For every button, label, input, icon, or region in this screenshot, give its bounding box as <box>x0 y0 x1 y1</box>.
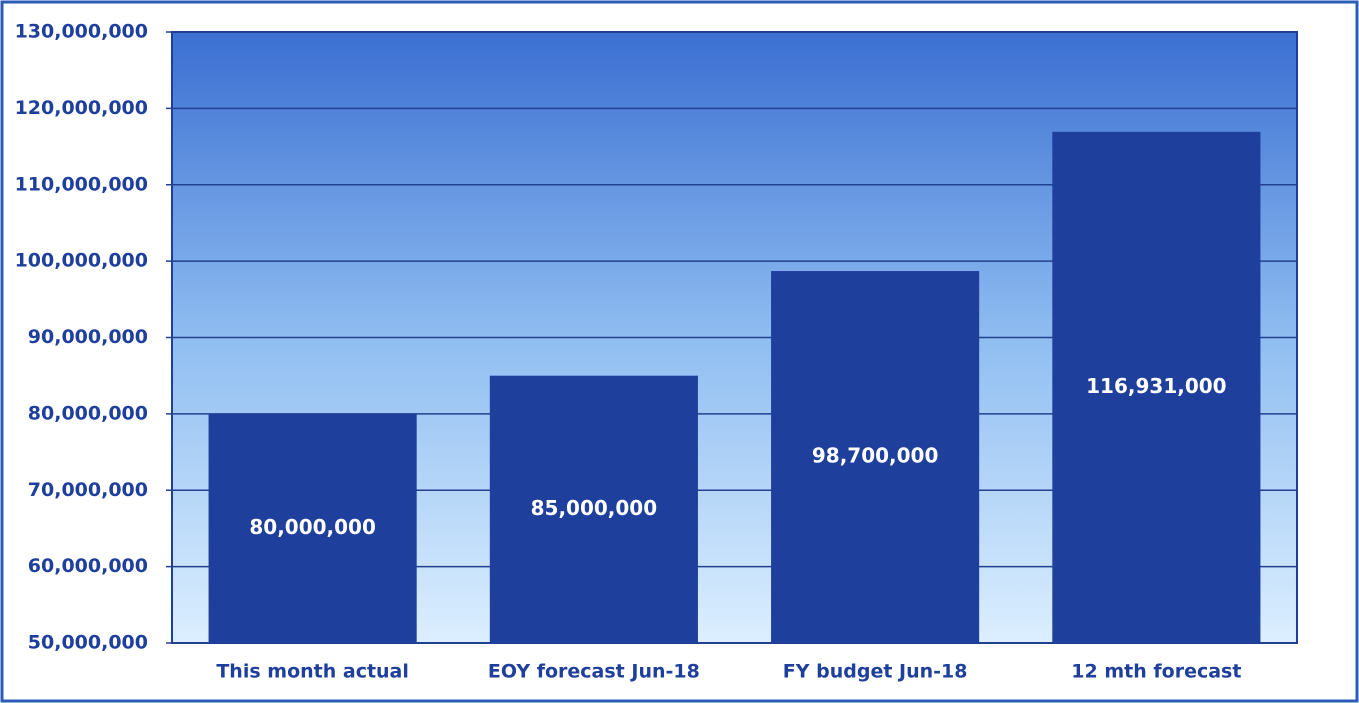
value-label: 98,700,000 <box>812 444 939 468</box>
bar <box>489 375 698 643</box>
bar <box>208 413 417 643</box>
y-tick-label: 50,000,000 <box>28 632 148 654</box>
x-tick-label: EOY forecast Jun-18 <box>488 661 700 683</box>
value-label: 80,000,000 <box>249 515 376 539</box>
bar <box>771 271 980 643</box>
x-tick-label: This month actual <box>216 661 409 683</box>
y-tick-label: 110,000,000 <box>15 173 148 195</box>
y-tick-label: 100,000,000 <box>15 250 148 272</box>
y-tick-label: 70,000,000 <box>28 479 148 501</box>
bar <box>1052 131 1261 643</box>
value-label: 116,931,000 <box>1086 374 1226 398</box>
y-tick-label: 80,000,000 <box>28 402 148 424</box>
y-tick-label: 60,000,000 <box>28 555 148 577</box>
x-tick-label: FY budget Jun-18 <box>783 661 968 683</box>
y-tick-label: 130,000,000 <box>15 21 148 43</box>
value-label: 85,000,000 <box>531 496 658 520</box>
y-tick-label: 90,000,000 <box>28 326 148 348</box>
y-tick-label: 120,000,000 <box>15 97 148 119</box>
x-tick-label: 12 mth forecast <box>1071 661 1241 683</box>
